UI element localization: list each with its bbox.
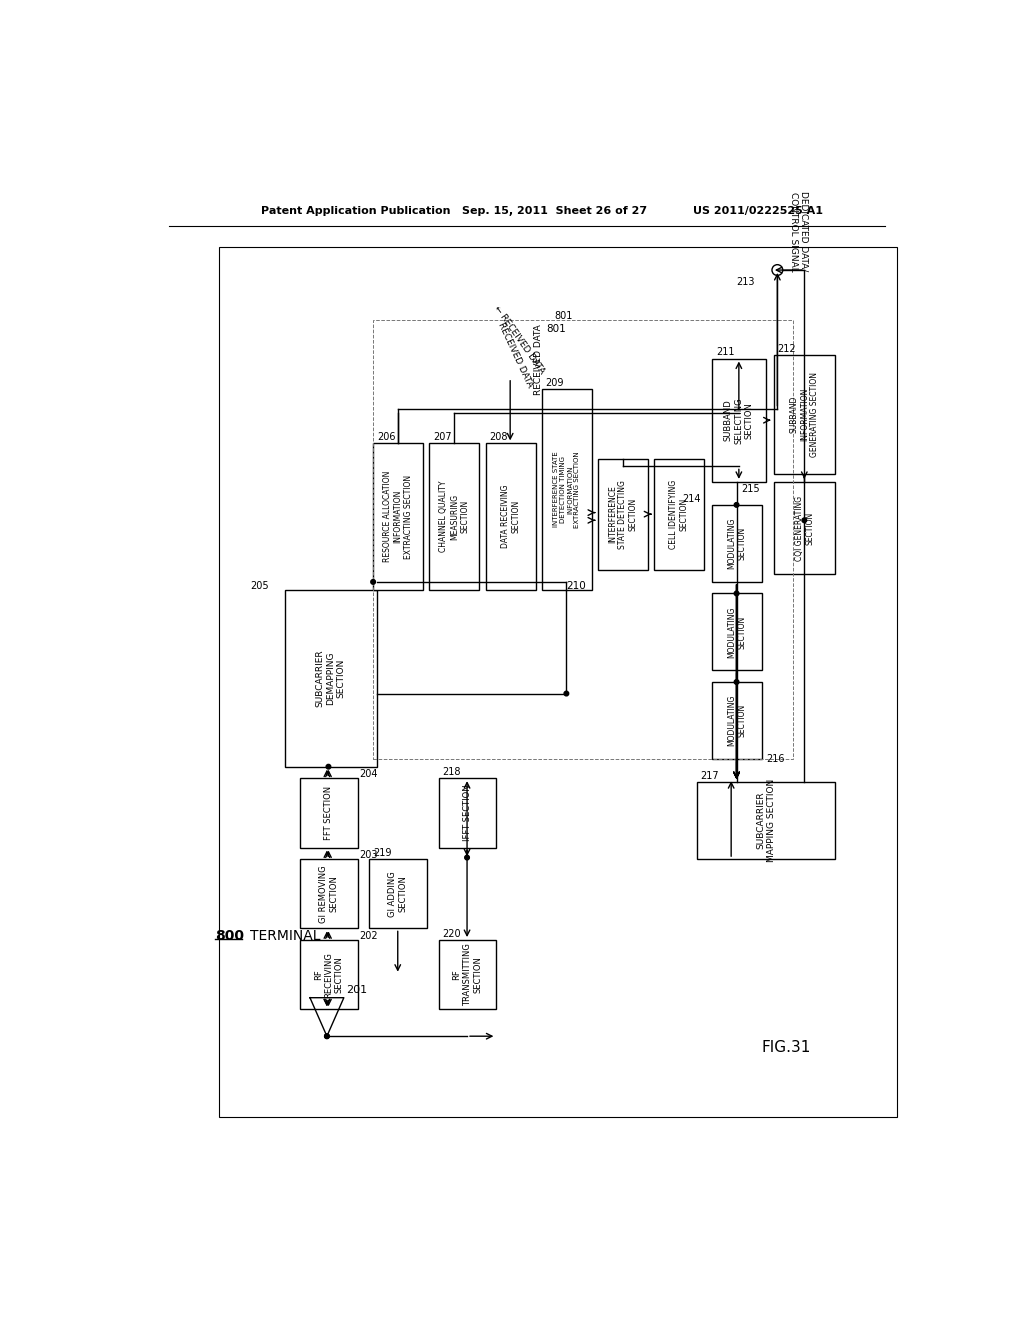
Circle shape	[734, 591, 739, 595]
Bar	[542, 389, 592, 590]
Text: 207: 207	[433, 432, 452, 442]
Text: 212: 212	[777, 343, 796, 354]
Text: 220: 220	[442, 929, 461, 939]
Text: CHANNEL QUALITY
MEASURING
SECTION: CHANNEL QUALITY MEASURING SECTION	[439, 480, 469, 552]
Text: RECEIVED DATA: RECEIVED DATA	[497, 321, 535, 388]
Text: MODULATING
SECTION: MODULATING SECTION	[727, 606, 746, 657]
Bar	[712, 506, 762, 582]
Bar	[219, 247, 897, 1117]
Text: 204: 204	[359, 770, 378, 779]
Text: SUBBAND
INFORMATION
GENERATING SECTION: SUBBAND INFORMATION GENERATING SECTION	[790, 372, 819, 457]
Text: 800: 800	[215, 929, 245, 942]
Circle shape	[371, 579, 376, 585]
Text: 211: 211	[716, 347, 734, 358]
Circle shape	[734, 680, 739, 684]
Text: 801: 801	[547, 325, 566, 334]
Text: TERMINAL: TERMINAL	[250, 929, 321, 942]
Text: SUBBAND
SELECTING
SECTION: SUBBAND SELECTING SECTION	[724, 397, 754, 444]
Bar	[598, 459, 648, 570]
Bar	[712, 594, 762, 671]
Text: CELL IDENTIFYING
SECTION: CELL IDENTIFYING SECTION	[670, 480, 689, 549]
Circle shape	[465, 855, 469, 859]
Bar	[373, 444, 423, 590]
Text: 203: 203	[359, 850, 378, 861]
Text: RF
TRANSMITTING
SECTION: RF TRANSMITTING SECTION	[453, 944, 482, 1006]
Text: 217: 217	[700, 771, 719, 781]
Text: 208: 208	[489, 432, 508, 442]
Bar	[696, 781, 836, 859]
Circle shape	[326, 764, 331, 770]
Text: 206: 206	[377, 432, 395, 442]
Bar	[300, 859, 357, 928]
Circle shape	[564, 692, 568, 696]
Bar	[438, 940, 497, 1010]
Circle shape	[802, 517, 807, 523]
Text: DEDICATED DATA/
CONTROL SIGNAL: DEDICATED DATA/ CONTROL SIGNAL	[788, 191, 808, 272]
Text: GI REMOVING
SECTION: GI REMOVING SECTION	[319, 865, 339, 923]
Text: 219: 219	[373, 847, 391, 858]
Text: Patent Application Publication: Patent Application Publication	[261, 206, 451, 215]
Text: DATA RECEIVING
SECTION: DATA RECEIVING SECTION	[501, 484, 520, 548]
Text: INTERFERENCE STATE
DETECTION TIMING
INFORMATION
EXTRACTING SECTION: INTERFERENCE STATE DETECTION TIMING INFO…	[553, 451, 581, 528]
Bar	[654, 459, 705, 570]
Bar	[773, 482, 836, 574]
Bar	[438, 779, 497, 847]
Bar	[712, 682, 762, 759]
Text: 215: 215	[741, 484, 760, 495]
Text: RESOURCE ALLOCATION
INFORMATION
EXTRACTING SECTION: RESOURCE ALLOCATION INFORMATION EXTRACTI…	[383, 471, 413, 562]
Text: 216: 216	[766, 754, 784, 764]
Text: INTERFERENCE
STATE DETECTING
SECTION: INTERFERENCE STATE DETECTING SECTION	[608, 480, 638, 549]
Text: CQI GENERATING
SECTION: CQI GENERATING SECTION	[795, 495, 814, 561]
Text: MODULATING
SECTION: MODULATING SECTION	[727, 694, 746, 746]
Bar	[773, 355, 836, 474]
Bar	[300, 779, 357, 847]
Text: Sep. 15, 2011  Sheet 26 of 27: Sep. 15, 2011 Sheet 26 of 27	[462, 206, 647, 215]
Bar	[373, 321, 793, 759]
Text: 218: 218	[442, 767, 461, 777]
Bar	[370, 859, 427, 928]
Text: GI ADDING
SECTION: GI ADDING SECTION	[388, 871, 408, 916]
Text: 801: 801	[554, 312, 572, 321]
Text: FIG.31: FIG.31	[762, 1040, 811, 1055]
Text: US 2011/0222525 A1: US 2011/0222525 A1	[692, 206, 822, 215]
Circle shape	[734, 503, 739, 507]
Circle shape	[325, 1034, 330, 1039]
Text: 201: 201	[346, 985, 368, 995]
Text: 205: 205	[251, 581, 269, 591]
Text: 214: 214	[682, 494, 700, 504]
Text: 210: 210	[566, 581, 587, 591]
Text: MODULATING
SECTION: MODULATING SECTION	[727, 517, 746, 569]
Bar	[429, 444, 479, 590]
Bar	[285, 590, 377, 767]
Bar	[300, 940, 357, 1010]
Text: 213: 213	[736, 277, 755, 286]
Text: IFFT SECTION: IFFT SECTION	[463, 784, 472, 841]
Text: 209: 209	[546, 379, 564, 388]
Circle shape	[325, 1034, 330, 1039]
Text: 202: 202	[359, 931, 378, 941]
Text: FFT SECTION: FFT SECTION	[325, 785, 334, 840]
Text: SUBCARRIER
DEMAPPING
SECTION: SUBCARRIER DEMAPPING SECTION	[315, 649, 346, 708]
Text: ← RECEIVED DATA: ← RECEIVED DATA	[493, 304, 547, 375]
Circle shape	[772, 264, 782, 276]
Text: RECEIVED DATA: RECEIVED DATA	[535, 323, 543, 395]
Text: SUBCARRIER
MAPPING SECTION: SUBCARRIER MAPPING SECTION	[756, 779, 775, 862]
Text: RF
RECEIVING
SECTION: RF RECEIVING SECTION	[314, 952, 344, 998]
Bar	[485, 444, 536, 590]
Bar	[712, 359, 766, 482]
